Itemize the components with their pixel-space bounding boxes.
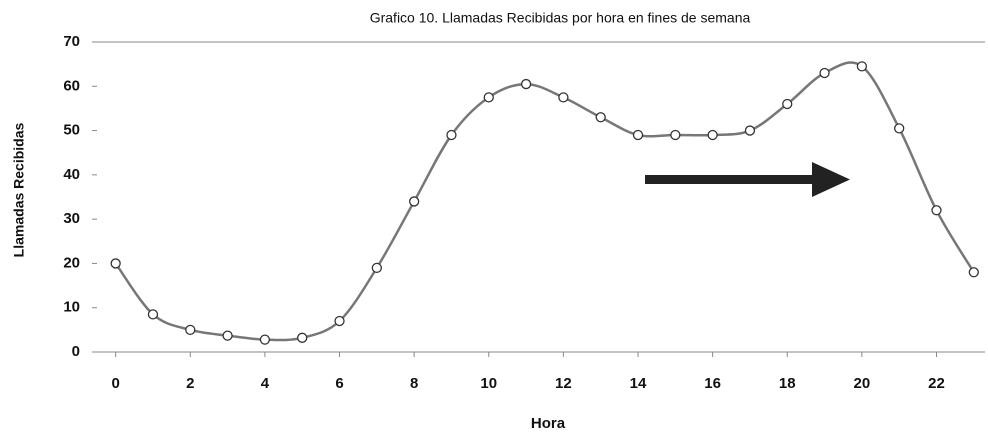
x-tick-label: 12 [555,375,572,392]
point [520,78,532,90]
y-tick-label: 20 [63,254,80,271]
point [446,129,457,141]
line [114,61,975,342]
x-tick-label: 22 [928,375,945,392]
y-tick-label: 30 [63,210,80,227]
x-tick-label: 8 [410,375,418,392]
point [744,125,756,136]
chart-title: Grafico 10. Llamadas Recibidas por hora … [370,10,751,26]
point [110,258,121,269]
x-tick-label: 20 [854,375,871,392]
x-tick-label: 10 [480,375,497,392]
point [856,61,868,72]
point [931,205,942,216]
point [371,262,382,274]
point [483,92,494,103]
point [632,129,644,141]
x-tick-label: 2 [186,375,194,392]
point [185,324,196,336]
point [670,129,681,141]
point [894,123,905,134]
point [147,309,159,320]
point [408,196,420,207]
point [968,267,979,278]
point [819,67,830,79]
x-tick-label: 6 [335,375,343,392]
y-tick-label: 40 [63,166,80,183]
x-tick-label: 14 [630,375,647,392]
y-tick-label: 70 [63,33,80,50]
x-axis-label: Hora [531,415,566,432]
y-tick-label: 60 [63,77,80,94]
point [707,129,718,141]
x-tick-label: 16 [704,375,721,392]
x-tick-label: 0 [111,375,119,392]
point [297,332,308,343]
x-tick-label: 18 [779,375,796,392]
y-tick-label: 10 [63,299,80,316]
point [222,330,233,341]
x-tick-label: 4 [261,375,270,392]
point [334,315,345,327]
arrow [645,162,850,197]
point [259,334,271,345]
point [782,98,793,110]
y-tick-label: 0 [72,343,80,360]
point [595,112,606,123]
y-axis-label: Llamadas Recibidas [11,122,27,257]
point [558,92,569,103]
y-tick-label: 50 [63,122,80,139]
